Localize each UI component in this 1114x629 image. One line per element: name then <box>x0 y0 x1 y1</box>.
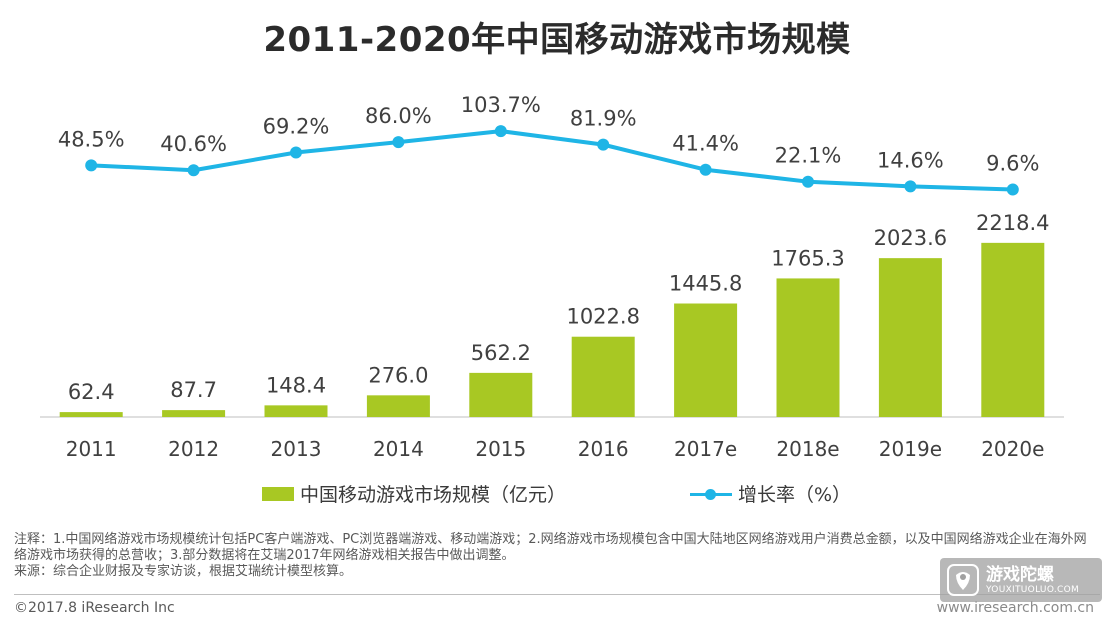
bar-label-2018e: 1765.3 <box>771 246 844 270</box>
bar-2016 <box>571 336 635 417</box>
legend: 中国移动游戏市场规模（亿元） 增长率（%） <box>0 480 1114 510</box>
growth-label-2011: 48.5% <box>58 127 125 151</box>
bar-2013 <box>264 405 328 417</box>
x-tick-2015: 2015 <box>475 437 526 461</box>
legend-line-swatch <box>690 487 732 501</box>
x-tick-2018e: 2018e <box>776 437 839 461</box>
growth-rate-series <box>85 125 1019 196</box>
bar-2011 <box>59 412 123 417</box>
note-text: 注释：1.中国网络游戏市场规模统计包括PC客户端游戏、PC浏览器端游戏、移动端游… <box>14 532 1087 563</box>
growth-point-2014 <box>392 136 405 149</box>
chart-title: 2011-2020年中国移动游戏市场规模 <box>263 20 851 60</box>
footer-divider <box>14 594 1100 595</box>
spinning-top-logo-icon <box>947 564 979 596</box>
legend-item-growth-rate: 增长率（%） <box>690 480 851 507</box>
growth-label-2013: 69.2% <box>263 114 330 138</box>
x-tick-2014: 2014 <box>373 437 424 461</box>
chart-canvas: 62.4 87.7 148.4 276.0 562.2 1022.8 1445.8 1765.… <box>40 93 1064 461</box>
bar-label-2019e: 2023.6 <box>874 226 947 250</box>
growth-point-2016 <box>597 138 610 151</box>
bar-label-2013: 148.4 <box>266 373 326 397</box>
bar-2017e <box>674 303 738 417</box>
growth-point-2011 <box>85 159 98 172</box>
growth-point-2020e <box>1006 183 1019 196</box>
bar-series <box>59 242 1045 417</box>
x-tick-2013: 2013 <box>271 437 322 461</box>
growth-point-2018e <box>802 175 814 188</box>
growth-rate-labels: 48.5% 40.6% 69.2% 86.0% 103.7% 81.9% 41.4% 22.1… <box>58 93 1040 175</box>
growth-label-2017e: 41.4% <box>672 132 739 156</box>
legend-item-market-size: 中国移动游戏市场规模（亿元） <box>262 480 566 507</box>
watermark-en-text: YOUXITUOLUO.COM <box>986 584 1080 595</box>
x-axis-tick-labels: 2011 2012 2013 2014 2015 2016 2017e 2018e 2019e 2… <box>66 437 1045 461</box>
growth-label-2012: 40.6% <box>160 132 227 156</box>
bar-2018e <box>776 278 840 417</box>
bar-2020e <box>981 242 1045 417</box>
x-tick-2011: 2011 <box>66 437 117 461</box>
copyright-text: ©2017.8 iResearch Inc <box>14 600 175 616</box>
x-tick-2019e: 2019e <box>879 437 942 461</box>
bar-label-2015: 562.2 <box>471 341 531 365</box>
growth-label-2018e: 22.1% <box>775 144 842 168</box>
watermark-cn-text: 游戏陀螺 <box>986 564 1054 585</box>
legend-bar-swatch <box>262 486 294 501</box>
x-tick-2016: 2016 <box>578 437 629 461</box>
growth-point-2019e <box>904 180 917 193</box>
legend-label-market-size: 中国移动游戏市场规模（亿元） <box>300 484 567 506</box>
growth-point-2015 <box>494 125 507 138</box>
bar-2012 <box>162 410 226 417</box>
source-text: 来源：综合企业财报及专家访谈，根据艾瑞统计模型核算。 <box>14 564 353 579</box>
growth-rate-line <box>91 129 1013 192</box>
bar-2015 <box>469 372 533 417</box>
x-tick-2012: 2012 <box>168 437 219 461</box>
watermark-badge: 游戏陀螺 YOUXITUOLUO.COM <box>940 558 1102 602</box>
bar-label-2020e: 2218.4 <box>976 211 1049 235</box>
x-tick-2020e: 2020e <box>981 437 1044 461</box>
bar-label-2017e: 1445.8 <box>669 272 742 296</box>
growth-label-2019e: 14.6% <box>877 148 944 172</box>
bar-2014 <box>366 395 430 417</box>
growth-label-2020e: 9.6% <box>986 151 1039 175</box>
growth-label-2014: 86.0% <box>365 104 432 128</box>
growth-point-2012 <box>187 164 200 177</box>
bar-value-labels: 62.4 87.7 148.4 276.0 562.2 1022.8 1445.8 1765.… <box>68 211 1050 404</box>
bar-2019e <box>878 258 942 417</box>
bar-label-2011: 62.4 <box>68 380 115 404</box>
chart-notes: 注释：1.中国网络游戏市场规模统计包括PC客户端游戏、PC浏览器端游戏、移动端游… <box>14 532 1094 580</box>
legend-label-growth-rate: 增长率（%） <box>738 484 852 506</box>
growth-point-2013 <box>290 146 302 159</box>
website-text: www.iresearch.com.cn <box>936 600 1094 616</box>
bar-label-2012: 87.7 <box>170 378 217 402</box>
growth-point-2017e <box>699 163 712 176</box>
growth-label-2015: 103.7% <box>461 93 541 117</box>
x-tick-2017e: 2017e <box>674 437 737 461</box>
bar-label-2016: 1022.8 <box>566 305 639 329</box>
growth-label-2016: 81.9% <box>570 107 637 131</box>
bar-label-2014: 276.0 <box>368 363 428 387</box>
